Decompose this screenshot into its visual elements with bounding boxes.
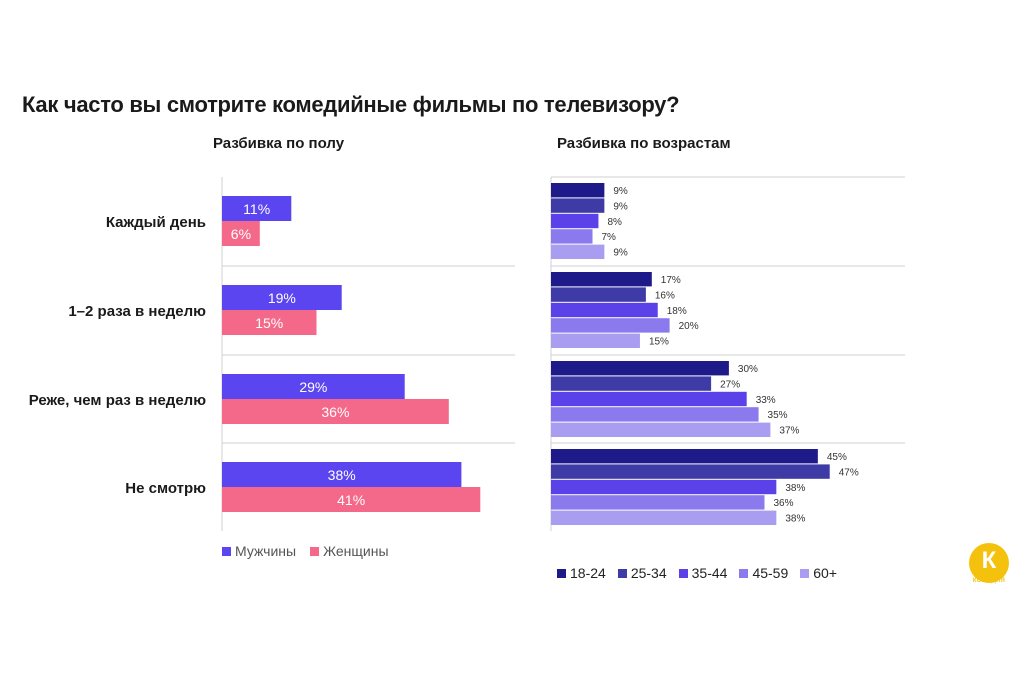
category-label: Реже, чем раз в неделю [29, 392, 207, 409]
legend-swatch [617, 568, 627, 578]
category-label: Не смотрю [125, 480, 206, 497]
age-bar [551, 361, 729, 376]
age-bar-label: 45% [827, 452, 847, 463]
age-bar-label: 20% [679, 321, 699, 332]
age-bar [551, 229, 593, 244]
legend-swatch [310, 546, 320, 556]
age-legend-item: 60+ [800, 565, 837, 581]
gender-bar-label: 29% [299, 379, 327, 395]
age-bar [551, 510, 777, 525]
age-bar-label: 47% [839, 467, 859, 478]
gender-bar-label: 38% [328, 467, 356, 483]
age-bar-label: 30% [738, 364, 758, 375]
gender-bar [222, 487, 481, 512]
age-bar-label: 35% [768, 410, 788, 421]
gender-bar-label: 11% [243, 201, 270, 217]
age-bar-label: 7% [602, 232, 617, 243]
age-bar [551, 479, 777, 495]
age-bar [551, 302, 658, 318]
legend-label: 25-34 [630, 565, 667, 581]
gender-bar-label: 36% [321, 404, 349, 420]
age-legend-item: 25-34 [617, 565, 667, 581]
gender-legend-item: Мужчины [222, 543, 296, 559]
age-bar-label: 18% [667, 306, 687, 317]
age-bar-label: 38% [785, 483, 805, 494]
gender-subtitle: Разбивка по полу [213, 135, 345, 152]
age-bar-label: 38% [785, 514, 805, 525]
gender-bar [222, 462, 462, 487]
gender-bar-label: 41% [337, 492, 365, 508]
age-bar [551, 407, 759, 422]
age-subtitle: Разбивка по возрастам [557, 135, 731, 152]
age-bar-label: 33% [756, 395, 776, 406]
legend-swatch [678, 568, 688, 578]
gender-legend: Мужчины Женщины [222, 543, 389, 559]
age-bar-label: 27% [720, 379, 740, 390]
gender-bar-label: 6% [231, 226, 251, 242]
gender-bar [222, 221, 260, 246]
age-legend-item: 45-59 [739, 565, 788, 581]
age-bar-label: 9% [613, 201, 628, 212]
age-legend-item: 35-44 [678, 565, 728, 581]
age-legend: 18-24 25-34 35-44 45-59 60+ [557, 565, 837, 581]
age-bar [551, 198, 605, 213]
gender-bar [222, 196, 292, 221]
logo-text: КОМЕДИЯ [972, 578, 1006, 584]
age-bar-label: 15% [649, 337, 669, 348]
age-bar-label: 36% [773, 498, 793, 509]
gender-bar [222, 285, 342, 310]
gender-bar [222, 399, 449, 424]
age-bar [551, 391, 747, 407]
legend-swatch [222, 546, 231, 556]
age-bar [551, 333, 640, 348]
category-label: Каждый день [106, 214, 206, 231]
gender-bar [222, 310, 317, 335]
age-bar-label: 16% [655, 290, 675, 301]
age-bar [551, 183, 605, 198]
age-bar [551, 449, 818, 464]
legend-label: 60+ [813, 565, 837, 581]
legend-label: 18-24 [570, 565, 606, 581]
gender-bar-label: 19% [268, 290, 296, 306]
age-bar-label: 8% [607, 217, 622, 228]
legend-label: Женщины [323, 543, 389, 559]
age-bar-label: 9% [613, 186, 628, 197]
age-legend-item: 18-24 [557, 565, 606, 581]
age-bar [551, 213, 599, 229]
logo-letter: К [981, 547, 997, 574]
age-bar [551, 495, 765, 510]
legend-swatch [800, 568, 810, 578]
age-bar-label: 9% [613, 248, 628, 259]
comedy-logo: К [969, 543, 1009, 583]
age-bar [551, 244, 605, 259]
legend-label: 45-59 [752, 565, 789, 581]
gender-legend-item: Женщины [310, 543, 389, 559]
legend-label: 35-44 [691, 565, 728, 581]
age-bar [551, 287, 646, 302]
age-bar [551, 376, 712, 391]
age-bar-label: 37% [779, 426, 799, 437]
age-bar [551, 464, 830, 479]
chart-title: Как часто вы смотрите комедийные фильмы … [22, 92, 680, 117]
age-bar-label: 17% [661, 275, 681, 286]
category-label: 1–2 раза в неделю [68, 303, 206, 320]
gender-bar-label: 15% [255, 315, 283, 331]
gender-bar [222, 374, 405, 399]
legend-swatch [557, 568, 566, 578]
legend-swatch [739, 568, 749, 578]
age-bar [551, 422, 771, 437]
legend-label: Мужчины [235, 543, 297, 559]
age-bar [551, 318, 670, 333]
age-bar [551, 272, 652, 287]
